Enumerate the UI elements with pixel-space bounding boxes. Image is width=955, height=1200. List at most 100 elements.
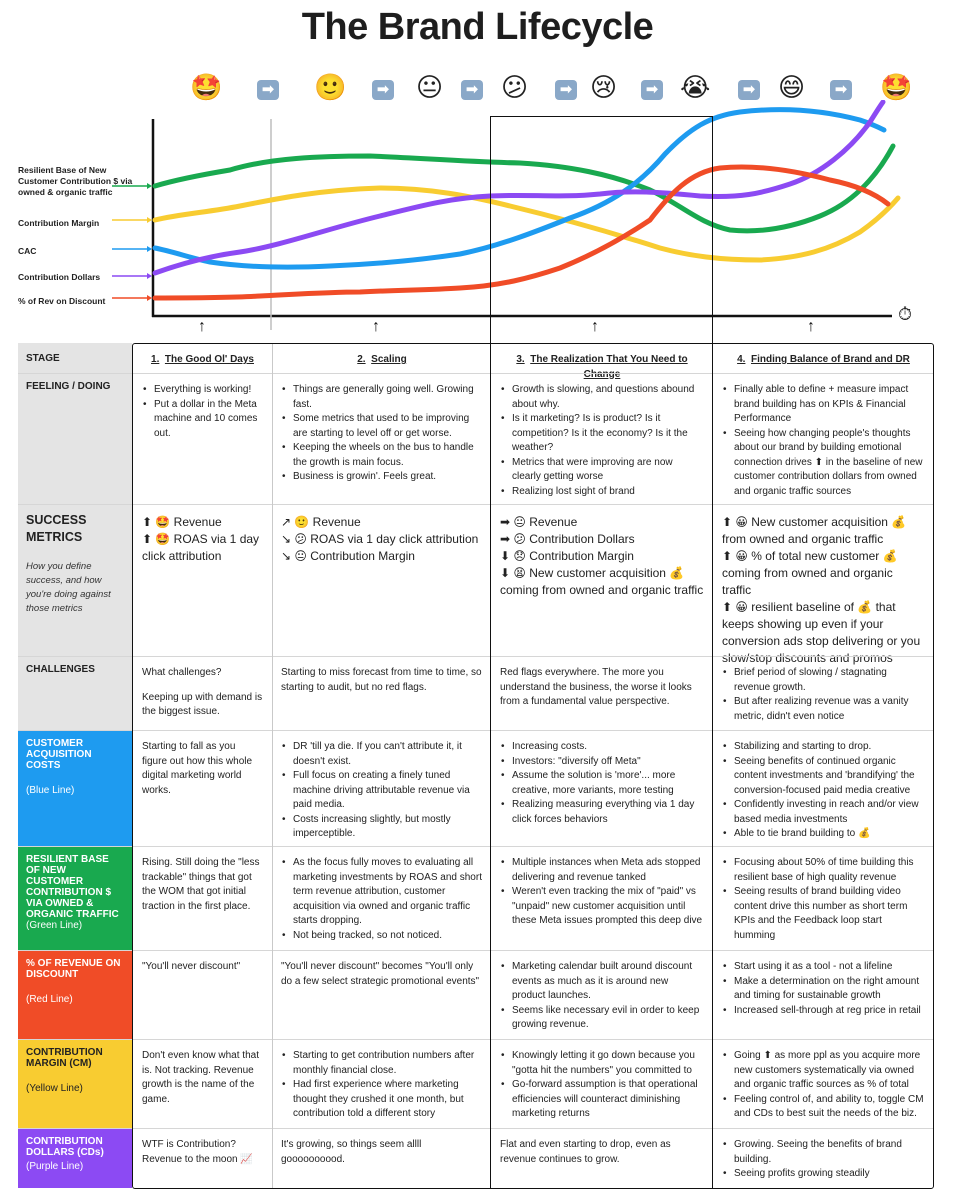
bullet-item: Focusing about 50% of time building this… [722, 856, 925, 885]
resilient-stage-4: Focusing about 50% of time building this… [714, 846, 933, 950]
right-arrow-icon: ➡ [555, 80, 577, 100]
feeling-stage-3: Growth is slowing, and questions abound … [492, 373, 712, 504]
cm-stage-3: Knowingly letting it go down because you… [492, 1039, 712, 1128]
discount-title: % OF REVENUE ON DISCOUNT [26, 958, 121, 980]
bullet-item: Business is growin'. Feels great. [281, 470, 483, 485]
feeling-stage-4: Finally able to define + measure impact … [714, 373, 933, 504]
neutral-face-icon: 😐 [416, 73, 444, 103]
bullet-item: Seems like necessary evil in order to ke… [500, 1004, 704, 1033]
right-arrow-icon: ➡ [641, 80, 663, 100]
challenges-stage-2: Starting to miss forecast from time to t… [273, 656, 491, 730]
bullet-item: Multiple instances when Meta ads stopped… [500, 856, 704, 885]
bullet-item: Seeing how changing people's thoughts ab… [722, 427, 925, 500]
stopwatch-icon: ⏱ [898, 304, 913, 325]
contribution-dollars-row: CONTRIBUTION DOLLARS (CDs) (Purple Line)… [18, 1128, 933, 1188]
cell-text: What challenges? [142, 667, 222, 678]
series-label-blue: CAC [18, 246, 37, 256]
cell-text: WTF is Contribution? Revenue to the moon… [142, 1139, 253, 1165]
cac-line-note: (Blue Line) [26, 785, 75, 796]
row-divider [18, 373, 933, 374]
stage-1-arrow-icon: ↑ [198, 318, 206, 335]
bullet-item: As the focus fully moves to evaluating a… [281, 856, 483, 929]
row-divider [18, 730, 933, 731]
series-label-red: % of Rev on Discount [18, 296, 106, 306]
bullet-item: Make a determination on the right amount… [722, 975, 925, 1004]
feeling-label: FEELING / DOING [18, 373, 132, 504]
success-subtitle: How you define success, and how you're d… [26, 561, 111, 614]
resilient-label: RESILIENT BASE OF NEW CUSTOMER CONTRIBUT… [18, 846, 132, 950]
brand-lifecycle-chart [112, 100, 901, 330]
discount-stage-3: Marketing calendar built around discount… [492, 950, 712, 1039]
star-struck-face-icon: 🤩 [880, 73, 913, 103]
bullet-item: Seeing results of brand building video c… [722, 885, 925, 943]
stage-4-header: 4. Finding Balance of Brand and DR [737, 354, 910, 365]
bullet-item: Going ⬆ as more ppl as you acquire more … [722, 1049, 925, 1093]
resilient-stage-1: Rising. Still doing the "less trackable"… [134, 846, 271, 950]
discount-stage-2: "You'll never discount" becomes "You'll … [273, 950, 491, 1039]
series-label-purple: Contribution Dollars [18, 272, 101, 282]
right-arrow-icon: ➡ [461, 80, 483, 100]
stage-2-header: 2. Scaling [357, 354, 407, 365]
success-stage-4: ⬆ 😀 New customer acquisition 💰 from owne… [714, 504, 933, 665]
cac-stage-4: Stabilizing and starting to drop.Seeing … [714, 730, 933, 846]
cac-stage-2: DR 'till ya die. If you can't attribute … [273, 730, 491, 846]
contribution-margin-row: CONTRIBUTION MARGIN (CM) (Yellow Line) D… [18, 1039, 933, 1128]
bullet-item: Start using it as a tool - not a lifelin… [722, 960, 925, 975]
bullet-item: Go-forward assumption is that operationa… [500, 1078, 704, 1122]
cd-stage-2: It's growing, so things seem allll goooo… [273, 1128, 491, 1188]
series-label-yellow: Contribution Margin [18, 218, 100, 228]
success-stage-1: ⬆ 🤩 Revenue ⬆ 🤩 ROAS via 1 day click attr… [134, 504, 271, 656]
row-divider [18, 950, 933, 951]
success-stage-2: ↗ 🙂 Revenue ↘ 😕 ROAS via 1 day click attr… [273, 504, 491, 656]
stage-4-arrow-icon: ↑ [807, 318, 815, 335]
cm-stage-2: Starting to get contribution numbers aft… [273, 1039, 491, 1128]
cac-stage-1: Starting to fall as you figure out how t… [134, 730, 271, 846]
cd-line-note: (Purple Line) [26, 1161, 84, 1172]
cd-stage-3: Flat and even starting to drop, even as … [492, 1128, 712, 1188]
blue-series-line [152, 107, 887, 270]
metric-line: ➡ 😐 Revenue [500, 515, 578, 529]
resilient-stage-3: Multiple instances when Meta ads stopped… [492, 846, 712, 950]
cm-label: CONTRIBUTION MARGIN (CM) (Yellow Line) [18, 1039, 132, 1128]
bullet-item: Knowingly letting it go down because you… [500, 1049, 704, 1078]
resilient-title: RESILIENT BASE OF NEW CUSTOMER CONTRIBUT… [26, 854, 119, 920]
resilient-base-row: RESILIENT BASE OF NEW CUSTOMER CONTRIBUT… [18, 846, 933, 950]
cm-stage-4: Going ⬆ as more ppl as you acquire more … [714, 1039, 933, 1128]
discount-stage-1: "You'll never discount" [134, 950, 271, 1039]
bullet-item: Brief period of slowing / stagnating rev… [722, 666, 925, 695]
metric-line: ⬇ 😞 Contribution Margin [500, 549, 634, 563]
star-struck-face-icon: 🤩 [190, 73, 223, 103]
bullet-item: Realizing measuring everything via 1 day… [500, 798, 704, 827]
resilient-line-note: (Green Line) [26, 920, 83, 931]
bullet-item: Realizing lost sight of brand [500, 485, 704, 500]
right-arrow-icon: ➡ [738, 80, 760, 100]
bullet-item: Able to tie brand building to 💰 [722, 827, 925, 842]
discount-line-note: (Red Line) [26, 994, 73, 1005]
bullet-item: Some metrics that used to be improving a… [281, 412, 483, 441]
label-pointer-head [147, 295, 152, 301]
page-title: The Brand Lifecycle [301, 6, 654, 48]
right-arrow-icon: ➡ [830, 80, 852, 100]
cell-text: Red flags everywhere. The more you under… [500, 667, 692, 707]
metric-line: ↗ 🙂 Revenue [281, 515, 361, 529]
feeling-stage-2: Things are generally going well. Growing… [273, 373, 491, 504]
bullet-item: Everything is working! [142, 383, 263, 398]
column-divider [272, 343, 273, 1188]
label-pointer-head [147, 183, 152, 189]
challenges-stage-4: Brief period of slowing / stagnating rev… [714, 656, 933, 730]
metric-line: ↘ 😐 Contribution Margin [281, 549, 415, 563]
red-series-line [152, 164, 891, 301]
challenges-stage-1: What challenges? Keeping up with demand i… [134, 656, 271, 730]
slightly-smiling-face-icon: 🙂 [314, 73, 347, 103]
metric-line: ⬆ 🤩 ROAS via 1 day click attribution [142, 532, 260, 563]
resilient-stage-2: As the focus fully moves to evaluating a… [273, 846, 491, 950]
cm-stage-1: Don't even know what that is. Not tracki… [134, 1039, 271, 1128]
metric-line: ↘ 😕 ROAS via 1 day click attribution [281, 532, 479, 546]
bullet-item: Finally able to define + measure impact … [722, 383, 925, 427]
cac-stage-3: Increasing costs.Investors: "diversify o… [492, 730, 712, 846]
cell-text: "You'll never discount" becomes "You'll … [281, 961, 480, 987]
bullet-item: Marketing calendar built around discount… [500, 960, 704, 1004]
stage-2-arrow-icon: ↑ [372, 318, 380, 335]
metric-line: ⬆ 🤩 Revenue [142, 515, 222, 529]
stage-label: STAGE [18, 343, 132, 373]
